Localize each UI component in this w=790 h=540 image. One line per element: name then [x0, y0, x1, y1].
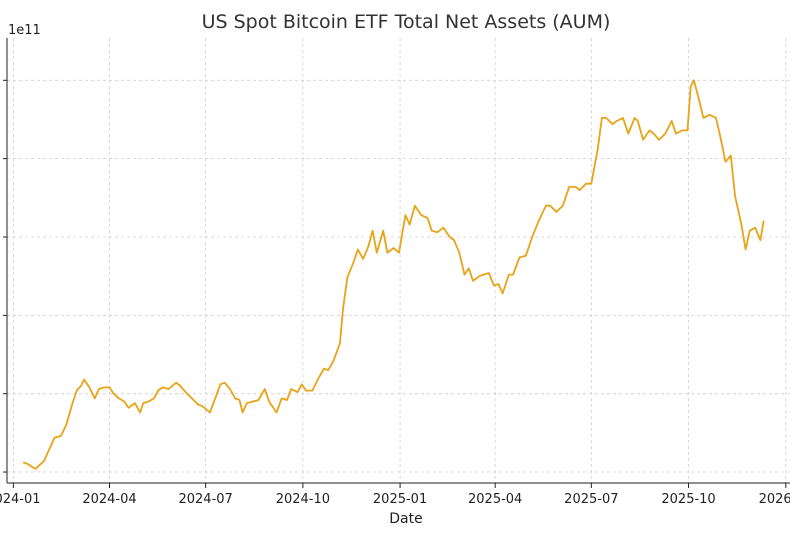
x-tick-label-2: 2024-07: [178, 492, 232, 507]
gridlines: [7, 38, 790, 483]
x-tick-label-0: 2024-01: [0, 492, 41, 507]
axes: 2024-01 2024-04 2024-07 2024-10 2025-01 2025-…: [0, 38, 790, 507]
x-tick-label-7: 2025-10: [661, 492, 715, 507]
chart-title: US Spot Bitcoin ETF Total Net Assets (AU…: [202, 11, 611, 33]
y-axis-offset-label: 1e11: [8, 23, 41, 38]
x-tick-label-4: 2025-01: [373, 492, 427, 507]
x-tick-label-3: 2024-10: [276, 492, 330, 507]
x-tick-label-1: 2024-04: [82, 492, 136, 507]
x-tick-label-8: 2026-01: [759, 492, 790, 507]
x-axis-label: Date: [389, 511, 422, 527]
x-tick-label-5: 2025-04: [468, 492, 522, 507]
x-tick-label-6: 2025-07: [564, 492, 618, 507]
plot-area: [22, 79, 765, 470]
series-line-0: [22, 79, 765, 470]
